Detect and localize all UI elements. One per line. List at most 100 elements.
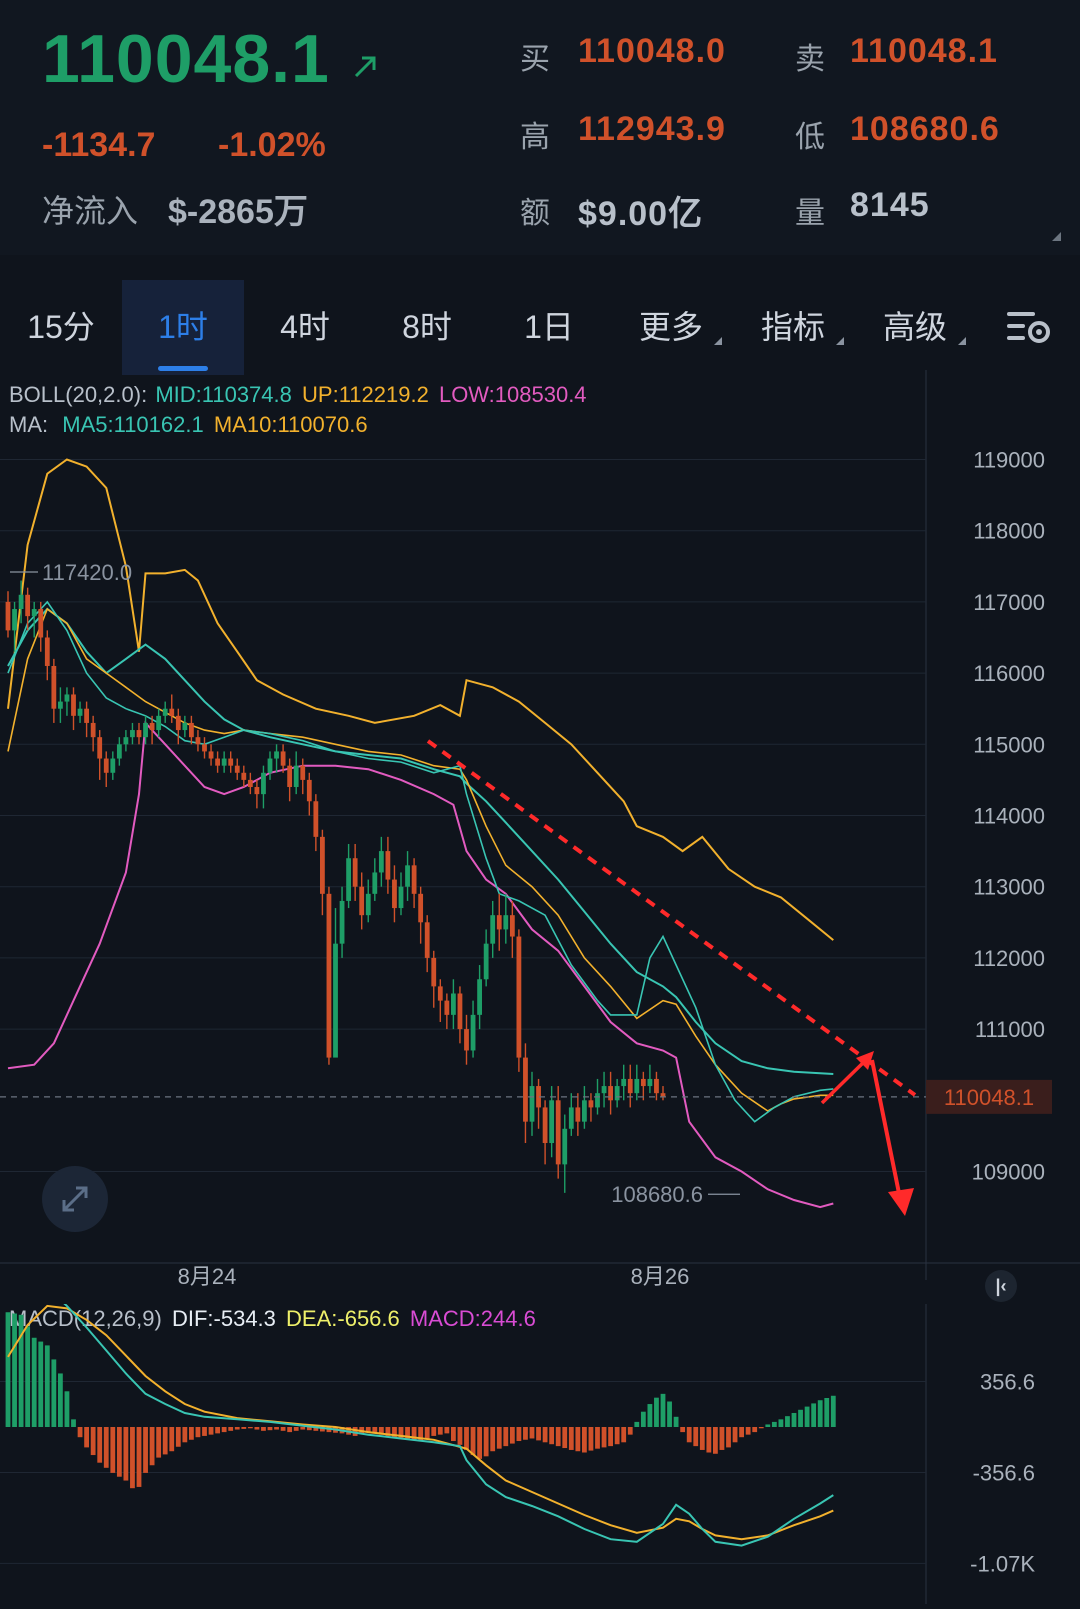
macd-histogram-bar (195, 1427, 201, 1438)
candle-body (208, 751, 214, 759)
active-tab-indicator (158, 366, 208, 371)
price-axis-tick-label: 112000 (973, 946, 1045, 971)
current-price-tag-bg (926, 1079, 1052, 1114)
collapse-left-button[interactable]: |‹ (985, 1270, 1017, 1302)
candle-body (555, 1100, 561, 1165)
candle-body (90, 722, 96, 738)
candle-body (477, 979, 482, 1015)
macd-histogram-bar (667, 1401, 672, 1427)
macd-histogram-bar (58, 1373, 63, 1427)
candle-body (634, 1078, 640, 1094)
candle-body (359, 886, 365, 916)
macd-histogram-bar (752, 1427, 758, 1433)
candlestick-chart[interactable]: 119000 118000 117000 116000 115000 114000 1130… (0, 370, 1080, 1290)
candle-body (110, 758, 116, 773)
tab-label: 4时 (280, 309, 330, 345)
current-price-tag: 110048.1 (944, 1085, 1034, 1110)
macd-histogram-bar (549, 1427, 555, 1445)
macd-histogram-bar (693, 1427, 699, 1447)
ask-label: 卖 (795, 43, 825, 76)
candle-body (627, 1078, 633, 1094)
chart-settings-icon[interactable] (1005, 306, 1055, 350)
dropdown-triangle-icon (958, 337, 966, 345)
expand-icon (62, 1186, 88, 1212)
macd-histogram-bar (18, 1314, 24, 1427)
tab-4h[interactable]: 4时 (244, 280, 366, 375)
candle-body (195, 737, 201, 745)
high-label: 高 (520, 121, 550, 154)
macd-histogram-bar (90, 1427, 96, 1456)
candle-body (18, 594, 24, 610)
macd-histogram-bar (378, 1427, 384, 1435)
macd-histogram-bar (686, 1427, 692, 1443)
price-axis-tick-label: 113000 (973, 875, 1045, 900)
tab-8h[interactable]: 8时 (366, 280, 488, 375)
macd-histogram-bar (405, 1427, 410, 1439)
candle-body (405, 865, 410, 887)
candle-body (149, 722, 155, 731)
macd-histogram-bar (673, 1416, 679, 1427)
candle-body (647, 1078, 653, 1087)
boll-low-value: LOW:108530.4 (438, 382, 587, 407)
tab-1d[interactable]: 1日 (488, 280, 610, 375)
tab-label: 15分 (27, 309, 95, 345)
candle-body (457, 993, 463, 1030)
arrow-down-head (888, 1188, 914, 1216)
macd-histogram-bar (136, 1427, 142, 1487)
low-value: 108680.6 (850, 110, 1000, 148)
boll-legend: BOLL(20,2.0): MID:110374.8 UP:112219.2 L… (9, 382, 591, 408)
tab-label: 高级 (882, 309, 947, 345)
macd-histogram-bar (398, 1427, 404, 1438)
macd-chart[interactable]: 1.07K356.6-356.6-1.07K (0, 1304, 1080, 1604)
macd-histogram-bar (84, 1427, 89, 1448)
last-price: 110048.1 (42, 21, 330, 97)
macd-histogram-bar (12, 1313, 17, 1427)
macd-histogram-bar (582, 1427, 587, 1453)
macd-histogram-bar (529, 1427, 535, 1439)
macd-histogram-bar (811, 1403, 817, 1427)
bid-value: 110048.0 (578, 32, 726, 70)
candle-body (595, 1093, 600, 1108)
candle-body (44, 637, 50, 666)
tab-advanced[interactable]: 高级 (854, 280, 976, 375)
tab-1h[interactable]: 1时 (122, 280, 244, 375)
macd-histogram-bar (228, 1427, 234, 1431)
volume-label: 量 (795, 197, 825, 230)
ma5-value: MA5:110162.1 (62, 412, 204, 437)
macd-histogram-bar (562, 1427, 568, 1449)
tab-indicators[interactable]: 指标 (732, 280, 854, 375)
macd-histogram-bar (103, 1427, 109, 1468)
candle-body (464, 1029, 469, 1051)
fullscreen-button[interactable] (42, 1166, 108, 1232)
expand-corner-icon[interactable] (1052, 232, 1061, 241)
macd-histogram-bar (352, 1427, 358, 1436)
macd-histogram-bar (601, 1427, 607, 1448)
macd-histogram-bar (254, 1427, 260, 1430)
macd-histogram-bar (817, 1400, 823, 1427)
arrow-up-right-icon (354, 56, 376, 78)
candle-body (437, 986, 443, 1001)
candle-body (326, 893, 332, 1058)
macd-histogram-bar (660, 1393, 666, 1427)
price-axis-tick-label: 118000 (973, 519, 1045, 544)
tab-15m[interactable]: 15分 (0, 280, 122, 375)
macd-histogram-bar (726, 1427, 731, 1448)
macd-histogram-bar (739, 1427, 744, 1438)
price-axis-tick-label: 114000 (973, 804, 1045, 829)
high-marker-label: 117420.0 (42, 560, 132, 585)
ma10-value: MA10:110070.6 (213, 412, 368, 437)
bid-label: 买 (520, 43, 550, 76)
macd-histogram-bar (490, 1427, 496, 1452)
candle-body (372, 872, 378, 894)
candle-body (575, 1107, 581, 1122)
candle-body (503, 915, 509, 930)
macd-histogram-bar (392, 1427, 397, 1438)
macd-histogram-bar (791, 1412, 797, 1427)
macd-histogram-bar (470, 1427, 476, 1456)
macd-histogram-bar (411, 1427, 417, 1440)
tab-more[interactable]: 更多 (610, 280, 732, 375)
candle-body (516, 936, 522, 1058)
macd-dea-value: DEA:-656.6 (286, 1306, 400, 1331)
macd-histogram-bar (437, 1427, 443, 1435)
candle-body (162, 708, 168, 716)
